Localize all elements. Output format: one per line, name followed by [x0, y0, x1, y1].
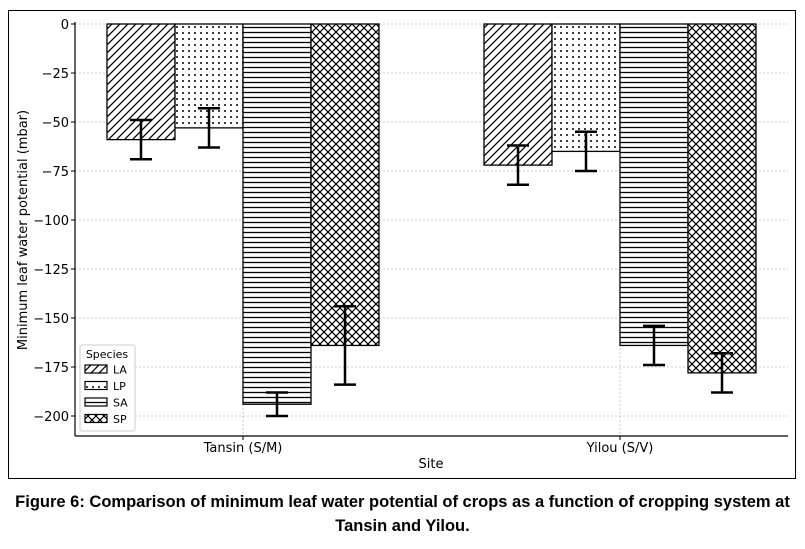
- bar-sp: [687, 23, 757, 374]
- error-bar-lp: [198, 107, 220, 149]
- error-bar-sp: [334, 304, 356, 386]
- y-tick-label: −175: [33, 361, 69, 376]
- y-tick-label: −25: [42, 67, 69, 82]
- y-tick-label: −150: [33, 312, 69, 327]
- error-bar-lp: [575, 130, 597, 173]
- bar-lp: [551, 23, 621, 153]
- legend-swatch-sa: [84, 397, 108, 407]
- legend-label-sa: SA: [113, 397, 128, 410]
- legend-swatch-lp: [84, 380, 108, 391]
- legend-label-lp: LP: [113, 380, 126, 393]
- x-tick-label: Tansin (S/M): [203, 441, 283, 456]
- x-axis-label: Site: [419, 457, 444, 472]
- x-tick-label: Yilou (S/V): [586, 441, 654, 456]
- y-tick-label: −200: [33, 410, 69, 425]
- legend-swatch-sp: [84, 413, 108, 424]
- legend-title: Species: [86, 348, 129, 361]
- figure-caption: Figure 6: Comparison of minimum leaf wat…: [15, 493, 790, 535]
- y-axis-label: Minimum leaf water potential (mbar): [16, 110, 31, 350]
- bar-sa: [619, 23, 689, 347]
- error-bar-sa: [643, 324, 665, 367]
- legend-swatch-la: [84, 364, 108, 374]
- error-bar-la: [507, 144, 529, 186]
- figure-frame: [8, 10, 796, 479]
- bar-sa: [242, 23, 312, 405]
- y-tick-label: 0: [61, 18, 69, 33]
- bar-la: [483, 23, 553, 166]
- legend: Species LA LP SA SP: [79, 344, 136, 432]
- error-bar-sa: [266, 391, 288, 418]
- legend-label-la: LA: [113, 364, 127, 377]
- error-bar-sp: [711, 352, 733, 394]
- bar-sp: [310, 23, 380, 347]
- legend-label-sp: SP: [113, 413, 127, 426]
- error-bar-la: [130, 118, 152, 161]
- y-tick-label: −100: [33, 214, 69, 229]
- y-tick-label: −50: [42, 116, 69, 131]
- y-tick-label: −125: [33, 263, 69, 278]
- y-tick-label: −75: [42, 165, 69, 180]
